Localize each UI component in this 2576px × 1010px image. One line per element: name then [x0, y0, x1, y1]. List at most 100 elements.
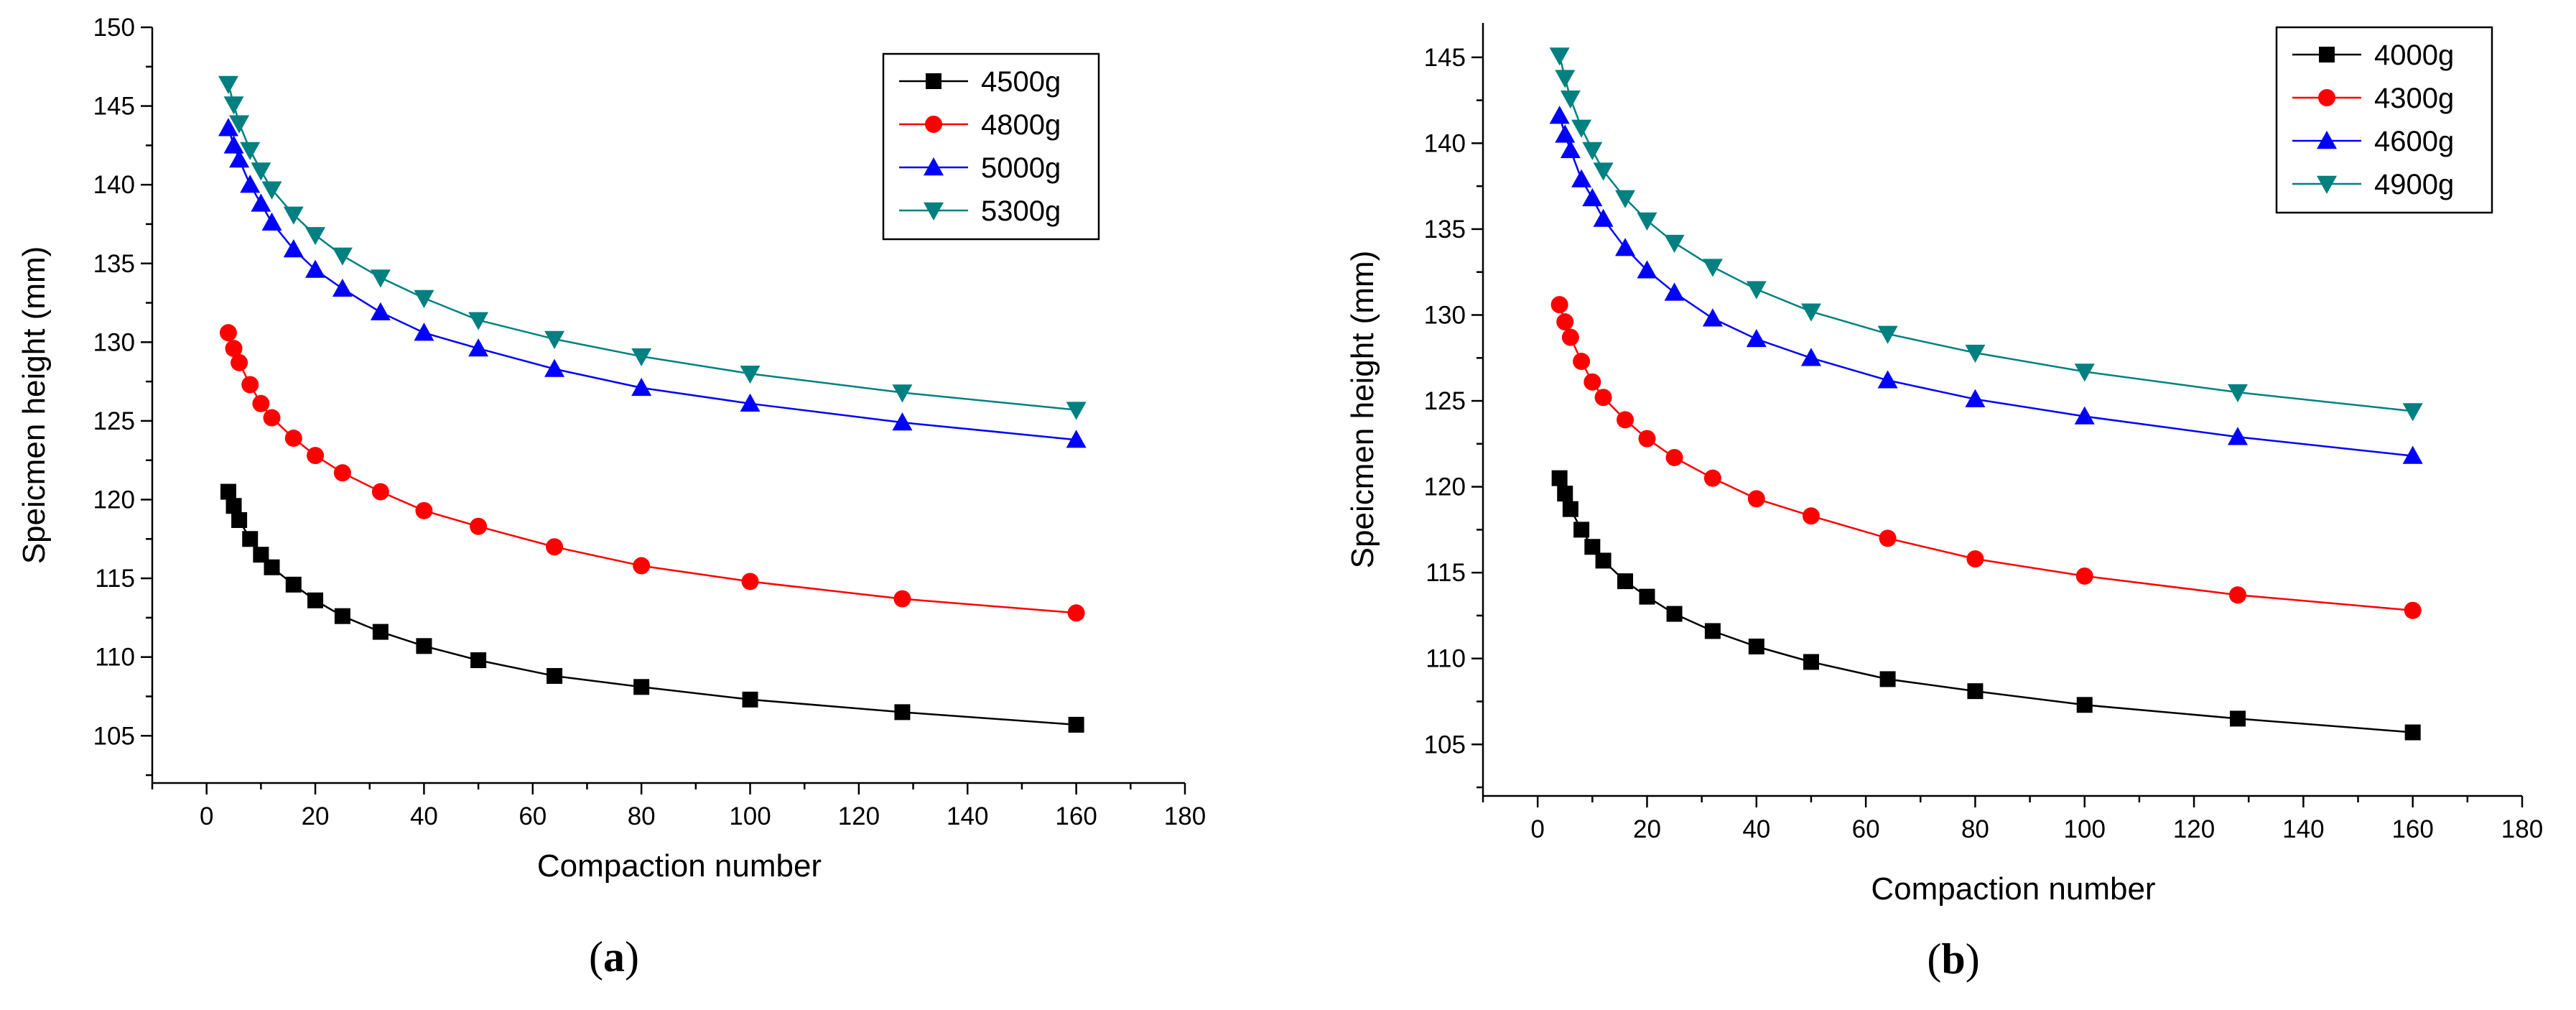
x-axis-label: Compaction number	[537, 848, 822, 884]
series-5000g	[218, 118, 1087, 448]
legend-marker	[925, 116, 942, 133]
data-point	[547, 667, 563, 684]
data-point	[223, 96, 244, 115]
data-point	[1595, 552, 1612, 569]
data-point	[2404, 601, 2422, 619]
data-point	[414, 323, 434, 341]
data-point	[742, 691, 758, 708]
legend-marker	[2318, 89, 2335, 106]
legend-item: 4300g	[2292, 83, 2454, 114]
y-tick-label: 135	[93, 250, 135, 278]
data-point	[1702, 259, 1723, 277]
data-point	[223, 135, 244, 154]
legend-item: 4600g	[2292, 126, 2454, 157]
y-tick-label: 120	[1424, 473, 1466, 501]
data-point	[229, 115, 250, 134]
caption-close: )	[625, 933, 639, 981]
legend-item: 5000g	[899, 152, 1061, 184]
x-tick-label: 0	[200, 802, 213, 830]
data-point	[1967, 683, 1984, 700]
y-tick-label: 115	[1426, 559, 1466, 587]
series-line	[227, 332, 1077, 614]
legend-box	[2275, 26, 2493, 214]
series-4900g	[1549, 47, 2423, 422]
data-point	[1560, 91, 1581, 109]
data-point	[894, 704, 911, 721]
legend-marker	[924, 157, 944, 176]
data-point	[1550, 296, 1568, 314]
data-point	[1582, 187, 1603, 207]
panel-caption: (a)	[589, 933, 639, 981]
y-tick-label: 115	[95, 565, 135, 593]
legend-item: 4000g	[2292, 40, 2454, 71]
x-tick-label: 100	[2064, 815, 2106, 843]
legend-label: 4300g	[2374, 83, 2454, 114]
y-tick-label: 130	[93, 328, 135, 356]
data-point	[1965, 344, 1986, 363]
data-point	[1702, 308, 1723, 327]
data-point	[1549, 106, 1570, 124]
data-point	[1703, 469, 1721, 487]
data-point	[2228, 586, 2246, 604]
data-point	[332, 278, 353, 297]
y-tick-label: 125	[1424, 387, 1466, 415]
x-tick-label: 140	[947, 802, 988, 830]
data-point	[740, 393, 761, 412]
data-point	[1582, 142, 1603, 160]
data-point	[218, 118, 238, 136]
y-tick-label: 145	[93, 93, 135, 121]
x-tick-label: 40	[410, 802, 438, 830]
data-point	[1879, 529, 1897, 547]
panel-caption: (b)	[1927, 935, 1979, 983]
data-point	[2075, 567, 2093, 585]
legend-label: 5000g	[981, 152, 1061, 184]
caption-close: )	[1966, 935, 1980, 983]
data-point	[1877, 325, 1898, 344]
data-point	[285, 576, 302, 593]
data-point	[1066, 402, 1087, 420]
y-tick-label: 110	[1426, 645, 1466, 673]
data-point	[241, 376, 259, 394]
data-point	[333, 464, 351, 482]
x-tick-label: 80	[628, 802, 656, 830]
y-tick-label: 140	[93, 171, 135, 199]
data-point	[2227, 384, 2248, 403]
data-point	[631, 377, 652, 397]
data-point	[307, 592, 324, 608]
data-point	[231, 511, 248, 528]
series-line	[1558, 478, 2413, 733]
data-point	[892, 412, 913, 431]
data-point	[261, 212, 282, 231]
y-tick-label: 145	[1424, 44, 1466, 72]
data-point	[1664, 234, 1685, 254]
data-point	[468, 338, 489, 357]
data-point	[225, 498, 242, 514]
data-point	[1666, 606, 1683, 622]
data-point	[1966, 550, 1984, 568]
data-point	[1551, 470, 1568, 486]
data-point	[261, 181, 282, 200]
data-point	[1800, 348, 1821, 366]
x-tick-label: 180	[2501, 815, 2543, 843]
data-point	[1593, 208, 1614, 227]
legend-marker	[924, 202, 944, 221]
data-point	[1067, 604, 1085, 622]
legend-label: 5300g	[981, 195, 1061, 227]
y-tick-label: 125	[93, 407, 135, 435]
data-point	[284, 430, 302, 448]
data-point	[2227, 427, 2248, 445]
data-point	[1594, 389, 1612, 407]
data-point	[1748, 638, 1764, 654]
data-point	[1879, 671, 1896, 687]
data-point	[1560, 139, 1581, 159]
data-point	[283, 206, 304, 225]
y-tick-label: 105	[93, 722, 135, 750]
legend-item: 4800g	[899, 109, 1061, 141]
data-point	[1571, 169, 1592, 187]
data-point	[264, 559, 280, 575]
y-tick-label: 120	[93, 486, 135, 514]
x-tick-label: 20	[302, 802, 330, 830]
data-point	[1584, 539, 1601, 555]
data-point	[1557, 486, 1573, 502]
